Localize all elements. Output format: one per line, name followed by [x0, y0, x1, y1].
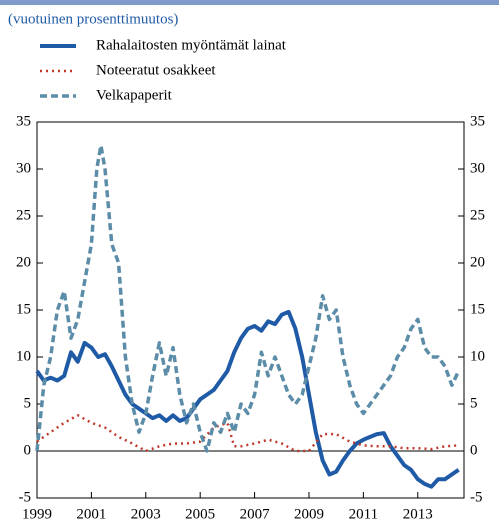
x-tick-label: 2011 — [349, 506, 378, 522]
legend-label: Velkapaperit — [96, 87, 173, 103]
x-tick-label: 2007 — [240, 506, 271, 522]
y-tick-label: 35 — [16, 113, 31, 129]
y-tick-label: 20 — [16, 254, 31, 270]
series-line — [35, 143, 461, 453]
y-tick-label: -5 — [19, 489, 32, 505]
y2-tick-label: 30 — [470, 160, 485, 176]
y2-tick-label: 35 — [470, 113, 485, 129]
x-tick-label: 2009 — [294, 506, 324, 522]
series-line — [36, 414, 459, 453]
legend-label: Rahalaitosten myöntämät lainat — [96, 37, 287, 53]
x-tick-label: 2003 — [131, 506, 161, 522]
y-tick-label: 10 — [16, 348, 31, 364]
x-tick-label: 2013 — [403, 506, 433, 522]
y2-tick-label: 15 — [470, 301, 485, 317]
y-tick-label: 25 — [16, 207, 31, 223]
y2-tick-label: 20 — [470, 254, 485, 270]
top-bar — [0, 0, 499, 5]
subtitle: (vuotuinen prosenttimuutos) — [8, 11, 178, 27]
x-tick-label: 1999 — [22, 506, 52, 522]
y2-tick-label: 5 — [470, 395, 478, 411]
y2-tick-label: 25 — [470, 207, 485, 223]
plot-frame — [36, 121, 465, 499]
y2-tick-label: -5 — [470, 489, 483, 505]
y-tick-label: 30 — [16, 160, 31, 176]
x-tick-label: 2005 — [185, 506, 215, 522]
x-tick-label: 2001 — [76, 506, 106, 522]
y2-tick-label: 0 — [470, 442, 478, 458]
series-line — [35, 309, 460, 489]
legend-label: Noteeratut osakkeet — [96, 62, 216, 78]
y-tick-label: 5 — [24, 395, 32, 411]
y-tick-label: 0 — [24, 442, 32, 458]
y2-tick-label: 10 — [470, 348, 485, 364]
y-tick-label: 15 — [16, 301, 31, 317]
